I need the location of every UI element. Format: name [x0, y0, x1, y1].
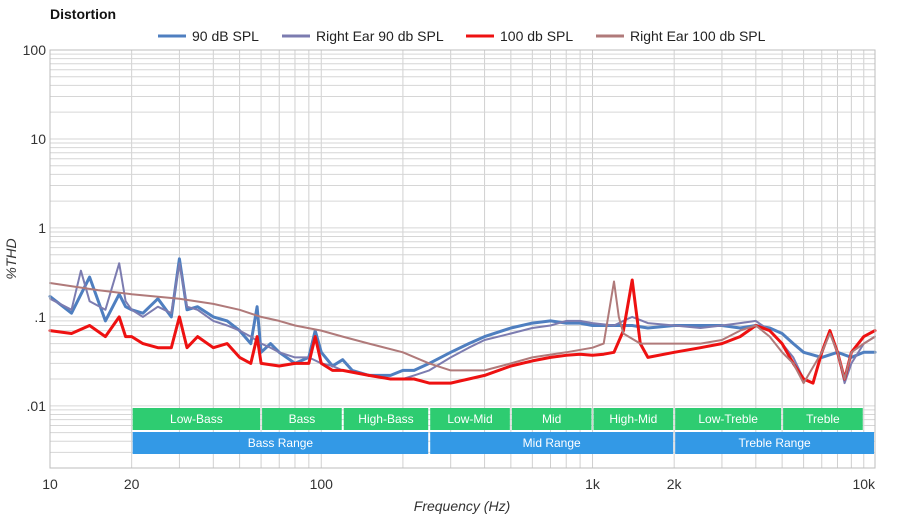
band-label: Low-Mid: [447, 412, 492, 426]
series-line: [48, 278, 877, 385]
band-bar: [511, 408, 592, 430]
legend: 90 dB SPL Right Ear 90 db SPL 100 db SPL Ri…: [158, 28, 766, 44]
x-tick-label: 10k: [852, 476, 876, 492]
band-bar: [343, 408, 429, 430]
y-axis-ticks: 100 10 1 .1 .01: [23, 42, 47, 414]
series-line: [49, 280, 876, 385]
band-label: Bass: [289, 412, 316, 426]
y-tick-label: .1: [34, 309, 46, 325]
band-bar: [675, 408, 782, 430]
band-label: Treble Range: [738, 436, 811, 450]
legend-label: Right Ear 90 db SPL: [316, 28, 444, 44]
x-axis-label: Frequency (Hz): [414, 498, 510, 514]
band-label: High-Mid: [609, 412, 657, 426]
band-label: High-Bass: [358, 412, 413, 426]
band-bar: [262, 408, 342, 430]
legend-label: 90 dB SPL: [192, 28, 259, 44]
band-bar: [430, 408, 510, 430]
band-bar: [132, 432, 429, 454]
band-bar: [132, 408, 261, 430]
band-label: Low-Bass: [170, 412, 223, 426]
x-tick-label: 20: [124, 476, 140, 492]
band-label: Mid Range: [523, 436, 581, 450]
y-tick-label: 100: [23, 42, 47, 58]
band-label: Treble: [806, 412, 840, 426]
band-label: Low-Treble: [698, 412, 758, 426]
x-tick-label: 100: [310, 476, 334, 492]
chart-title: Distortion: [50, 6, 116, 22]
series-lines: [48, 257, 877, 385]
band-bar: [593, 408, 674, 430]
y-tick-label: .01: [27, 398, 47, 414]
series-line: [49, 262, 876, 385]
x-tick-label: 1k: [585, 476, 601, 492]
band-bar: [675, 432, 874, 454]
x-tick-label: 10: [42, 476, 58, 492]
band-label: Mid: [542, 412, 561, 426]
band-bar: [430, 432, 674, 454]
band-label: Bass Range: [248, 436, 314, 450]
legend-label: Right Ear 100 db SPL: [630, 28, 766, 44]
legend-label: 100 db SPL: [500, 28, 573, 44]
x-tick-label: 2k: [667, 476, 683, 492]
frequency-bands: Low-Bass Bass High-Bass Low-Mid Mid High-Mid L…: [132, 408, 874, 454]
band-bar: [783, 408, 863, 430]
x-axis-ticks: 10 20 100 1k 2k 10k: [42, 476, 876, 492]
y-tick-label: 10: [30, 131, 46, 147]
plot-area-border: [49, 49, 876, 469]
grid: [49, 49, 875, 469]
y-tick-label: 1: [38, 220, 46, 236]
y-axis-label: %THD: [3, 238, 19, 279]
